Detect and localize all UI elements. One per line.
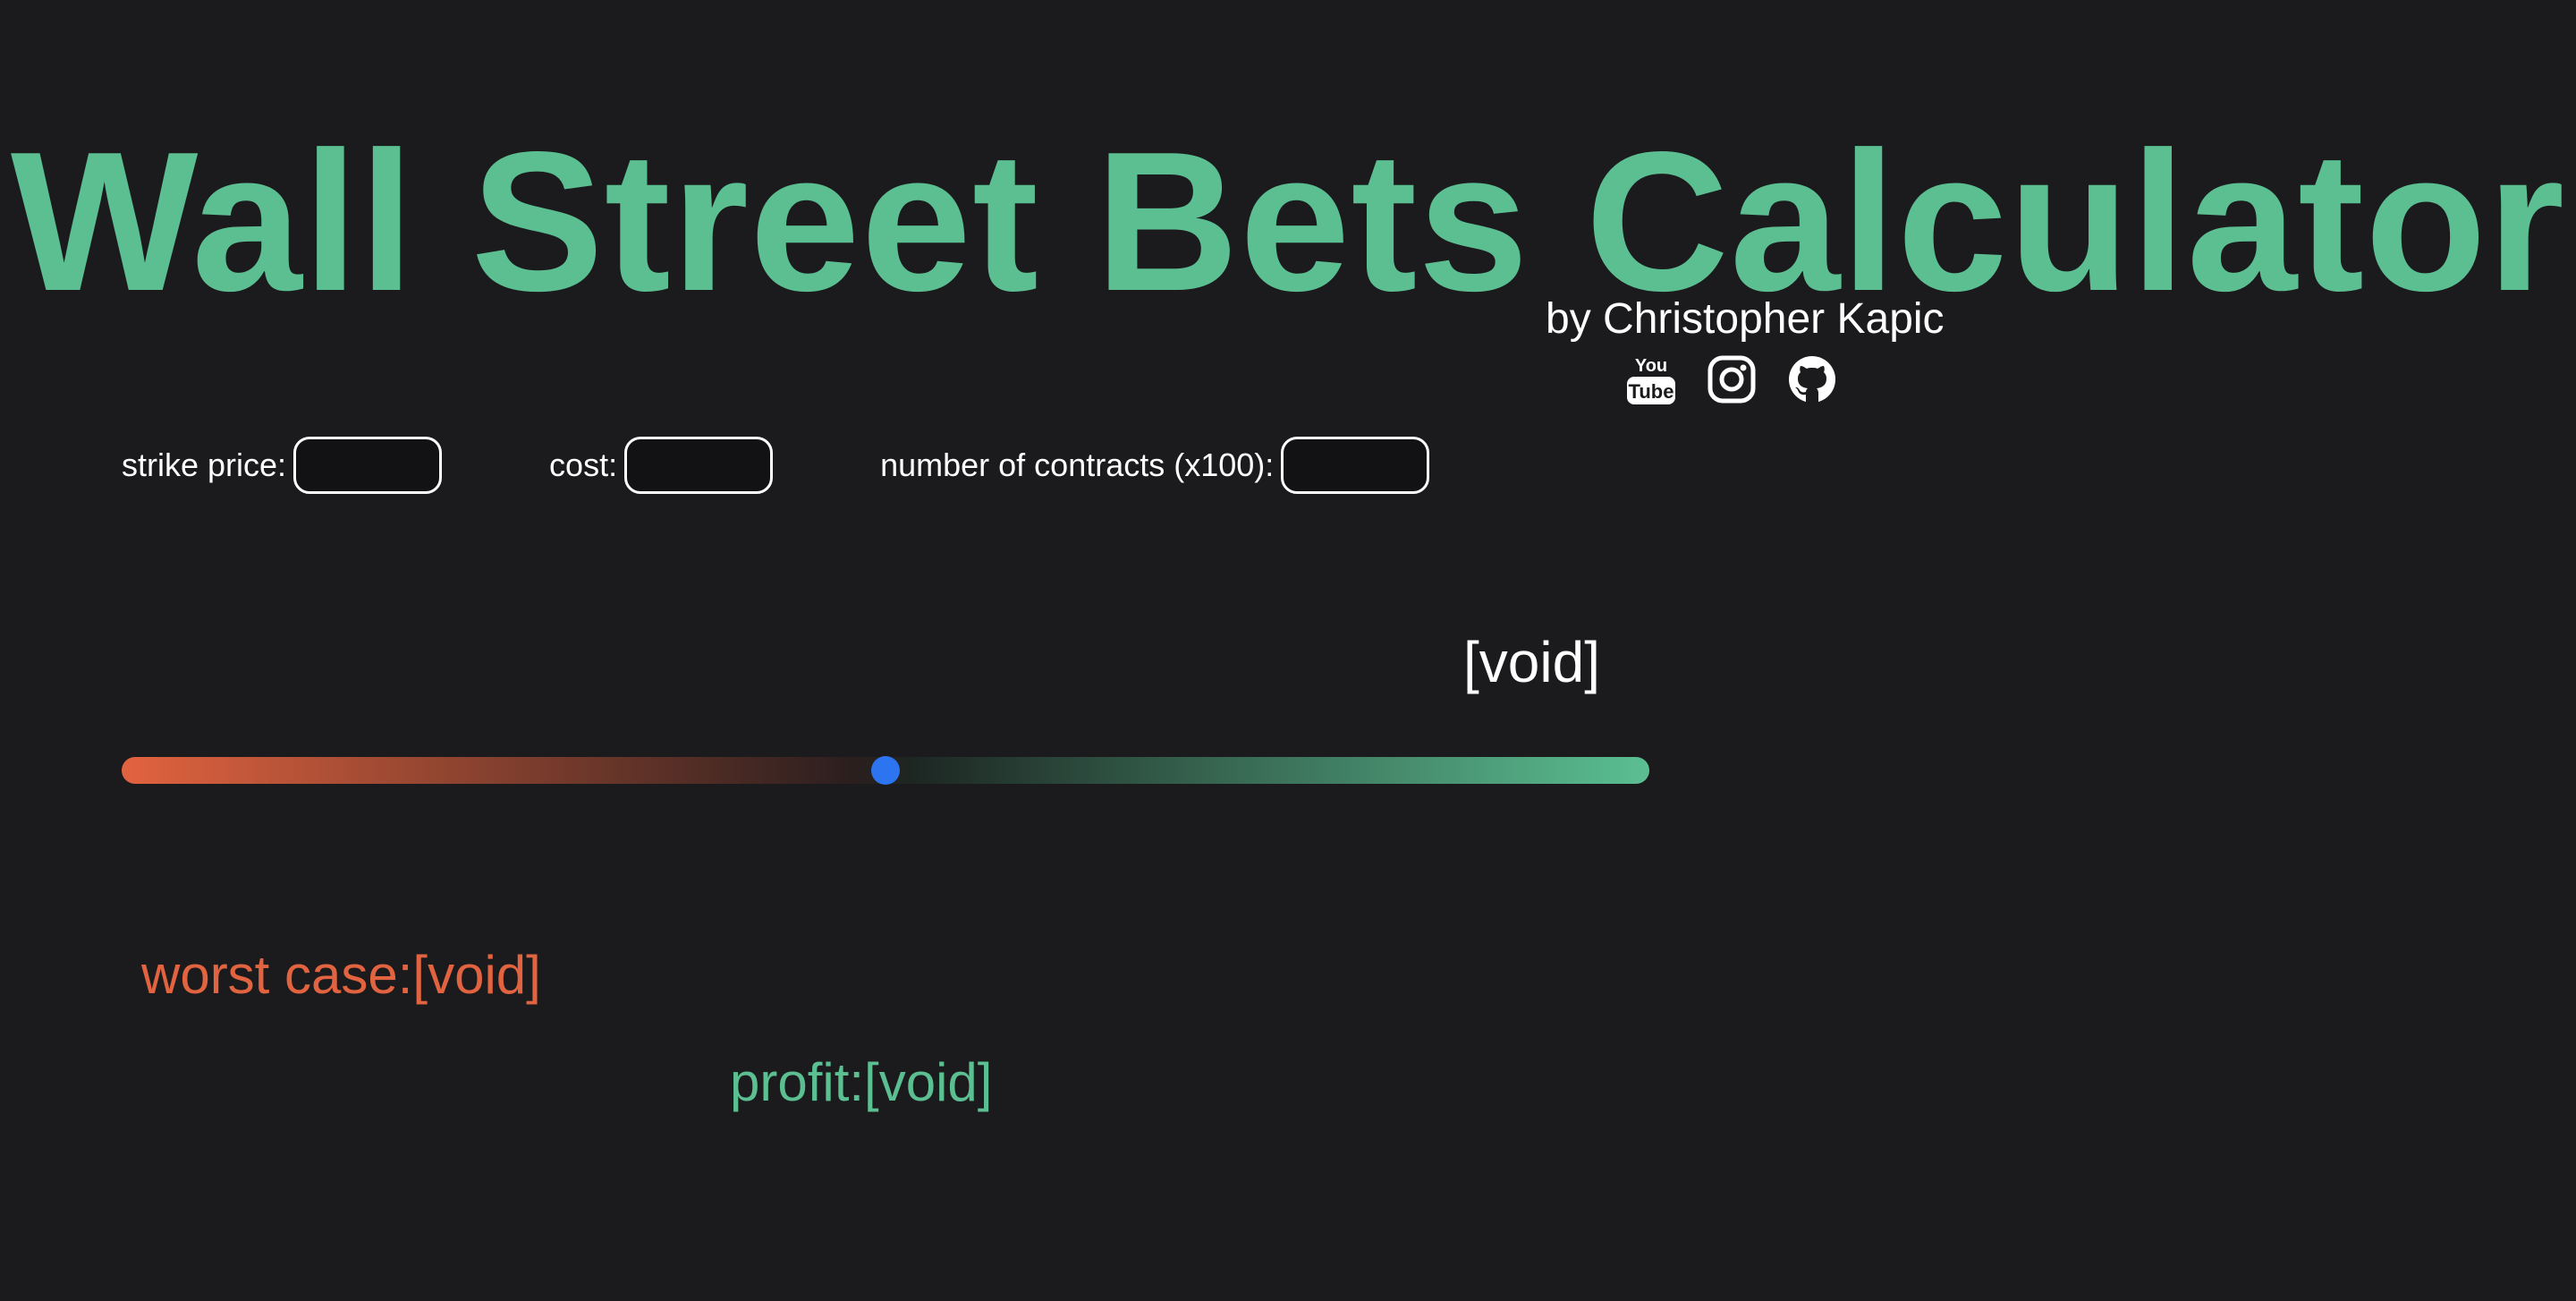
github-icon bbox=[1789, 356, 1835, 403]
slider-thumb[interactable] bbox=[871, 756, 900, 785]
cost-input[interactable] bbox=[624, 437, 774, 494]
youtube-icon: You Tube bbox=[1627, 356, 1675, 404]
profit-result: profit:[void] bbox=[730, 1052, 993, 1112]
option-inputs: strike price: cost: number of contracts … bbox=[122, 433, 1430, 497]
page-title: Wall Street Bets Calculator bbox=[10, 111, 2566, 333]
strike-price-field: strike price: bbox=[122, 437, 443, 494]
github-link[interactable] bbox=[1787, 353, 1837, 406]
instagram-icon bbox=[1707, 355, 1756, 404]
social-links: You Tube bbox=[1626, 353, 1837, 406]
cost-field: cost: bbox=[549, 437, 774, 494]
strike-price-input[interactable] bbox=[293, 437, 443, 494]
contracts-label: number of contracts (x100): bbox=[880, 446, 1275, 483]
strike-price-label: strike price: bbox=[122, 446, 287, 483]
worst-case-result: worst case:[void] bbox=[141, 945, 541, 1005]
contracts-input[interactable] bbox=[1281, 437, 1430, 494]
slider-value-label: [void] bbox=[1463, 630, 1600, 694]
author-byline: by Christopher Kapic bbox=[1546, 295, 1945, 343]
svg-text:You: You bbox=[1635, 356, 1667, 376]
youtube-link[interactable]: You Tube bbox=[1626, 353, 1676, 406]
cost-label: cost: bbox=[549, 446, 618, 483]
price-slider[interactable] bbox=[122, 756, 1649, 785]
contracts-field: number of contracts (x100): bbox=[880, 437, 1430, 494]
svg-text:Tube: Tube bbox=[1629, 380, 1674, 403]
instagram-link[interactable] bbox=[1707, 353, 1757, 406]
